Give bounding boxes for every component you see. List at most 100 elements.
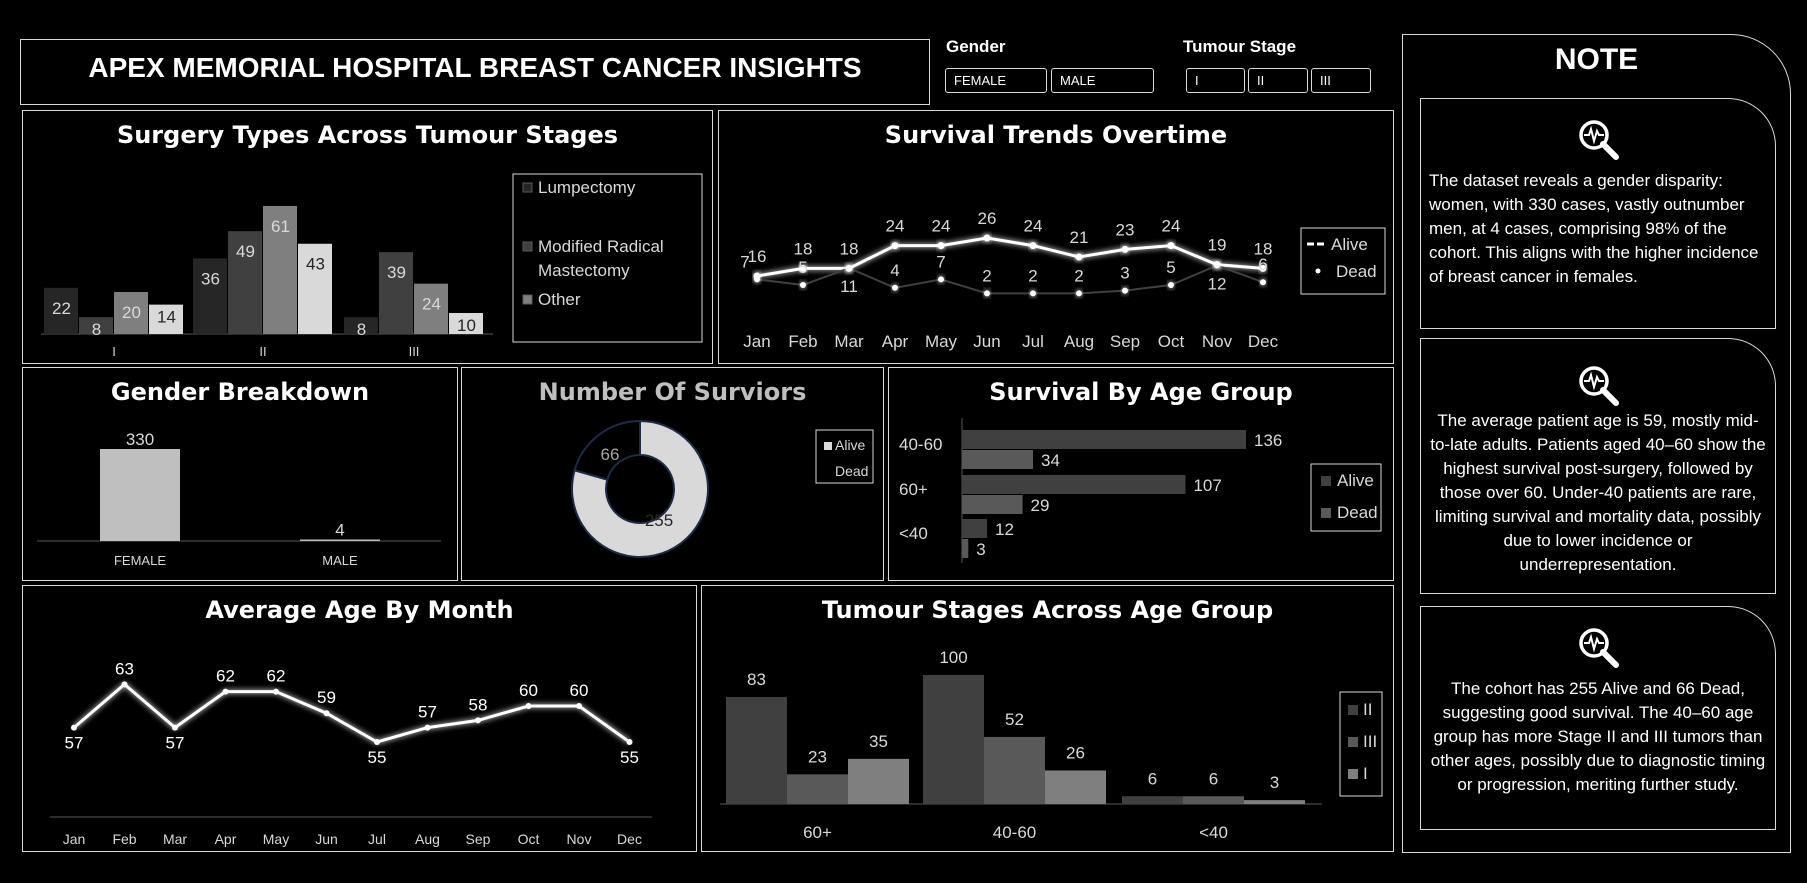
legend-swatch-other bbox=[522, 294, 533, 305]
legend-label-dead: Dead bbox=[1336, 262, 1377, 281]
point-nov bbox=[576, 703, 582, 709]
age-survival-panel: Survival By Age Group 40-60 136 34 60+ 107 29… bbox=[888, 367, 1394, 581]
bar-stage-iii-40 bbox=[1183, 796, 1244, 804]
point-jun bbox=[323, 710, 330, 717]
point-dead-jun bbox=[984, 290, 990, 297]
label-dead-may: 7 bbox=[936, 252, 945, 271]
tick-label-dec: Dec bbox=[617, 831, 642, 847]
legend-label-stage-iii: III bbox=[1363, 732, 1377, 751]
legend-swatch-dead bbox=[1321, 508, 1331, 518]
legend-box bbox=[512, 173, 703, 343]
point-dead-feb bbox=[800, 282, 806, 288]
legend-label-modified-radical-mastectomy: Modified Radical bbox=[538, 237, 664, 256]
legend-label-modified-radical-mastectomy-line2: Mastectomy bbox=[538, 261, 630, 280]
point-jan bbox=[71, 724, 77, 731]
tick-label-oct: Oct bbox=[1158, 332, 1185, 351]
note-text-3: The cohort has 255 Alive and 66 Dead, su… bbox=[1430, 679, 1766, 794]
slice-label-alive: 255 bbox=[645, 511, 673, 530]
legend-swatch-stage-i bbox=[1348, 769, 1358, 779]
label-dead-sep: 3 bbox=[1120, 264, 1129, 283]
data-label-may: 62 bbox=[267, 667, 286, 686]
tick-label-aug: Aug bbox=[1064, 332, 1094, 351]
point-sep bbox=[475, 717, 481, 724]
data-label-jun: 59 bbox=[317, 688, 336, 707]
tick-label-iii: III bbox=[409, 344, 420, 359]
data-label: 24 bbox=[422, 295, 441, 314]
note-text-1: The dataset reveals a gender disparity: … bbox=[1429, 171, 1759, 286]
label-alive-apr: 24 bbox=[886, 217, 905, 236]
bar-stage-ii-60 bbox=[726, 696, 787, 804]
stage-slicer-label: Tumour Stage bbox=[1183, 37, 1297, 56]
tick-label-dec: Dec bbox=[1248, 332, 1279, 351]
legend-label-stage-i: I bbox=[1363, 764, 1368, 783]
bar-dead-40 bbox=[962, 539, 969, 558]
surgery-chart-title: Surgery Types Across Tumour Stages bbox=[116, 121, 619, 149]
label-alive-aug: 21 bbox=[1070, 228, 1089, 247]
bar-series4-iii bbox=[449, 313, 483, 334]
tick-label-oct: Oct bbox=[518, 831, 540, 847]
data-label: 3 bbox=[976, 540, 985, 559]
point-apr bbox=[222, 688, 229, 695]
label-dead-nov: 12 bbox=[1208, 274, 1227, 293]
point-dead-dec bbox=[1260, 279, 1266, 286]
data-label: 6 bbox=[1148, 769, 1157, 788]
tick-label-apr: Apr bbox=[882, 332, 909, 351]
data-label: 12 bbox=[995, 520, 1014, 539]
gender-panel: Gender Breakdown 330 FEMALE 4 MALE bbox=[22, 367, 458, 581]
legend-label-stage-ii: II bbox=[1363, 700, 1372, 719]
data-label-jul: 55 bbox=[368, 748, 387, 767]
gender-option-male[interactable]: MALE bbox=[1051, 68, 1154, 93]
stage-age-title: Tumour Stages Across Age Group bbox=[821, 596, 1274, 624]
legend-box bbox=[1300, 227, 1386, 295]
bar-stage-i-40-60 bbox=[1045, 770, 1106, 804]
data-label: 8 bbox=[92, 320, 101, 339]
surgery-panel: Surgery Types Across Tumour Stages 22 8 20… bbox=[22, 110, 713, 364]
data-label: 20 bbox=[122, 303, 141, 322]
survival-trend-panel: Survival Trends Overtime 16 18 18 24 24 26 24 2… bbox=[718, 110, 1394, 364]
bar-modified-radical-mastectomy-i bbox=[79, 317, 113, 334]
tick-label-may: May bbox=[263, 831, 289, 847]
data-label: 39 bbox=[387, 263, 406, 282]
data-label: 107 bbox=[1193, 476, 1221, 495]
stage-option-iii[interactable]: III bbox=[1311, 68, 1371, 93]
data-label: 29 bbox=[1031, 496, 1050, 515]
note-panel: NOTE The dataset reveals a gender dispar… bbox=[1402, 34, 1791, 853]
bar-series4-i bbox=[149, 304, 183, 334]
data-label-nov: 60 bbox=[570, 681, 589, 700]
point-dead-sep bbox=[1122, 287, 1128, 294]
bar-lumpectomy-i bbox=[44, 287, 78, 334]
label-dead-jun: 2 bbox=[982, 266, 991, 285]
bar-dead-60 bbox=[962, 495, 1023, 514]
legend-box bbox=[1310, 463, 1382, 532]
label-alive-jul: 24 bbox=[1024, 217, 1043, 236]
gender-option-female[interactable]: FEMALE bbox=[945, 68, 1047, 93]
point-aug bbox=[424, 724, 431, 731]
data-label-oct: 60 bbox=[519, 681, 538, 700]
point-dead-jan bbox=[754, 276, 760, 283]
dashboard-title-box: APEX MEMORIAL HOSPITAL BREAST CANCER INS… bbox=[20, 39, 930, 105]
stage-option-i[interactable]: I bbox=[1186, 68, 1245, 93]
tick-label-aug: Aug bbox=[415, 831, 440, 847]
legend-box bbox=[1339, 691, 1383, 797]
label-alive-feb: 18 bbox=[794, 239, 813, 258]
label-alive-mar: 18 bbox=[840, 239, 859, 258]
data-label: 22 bbox=[52, 299, 71, 318]
data-label-aug: 57 bbox=[418, 703, 437, 722]
bar-female bbox=[100, 449, 180, 541]
survival-trend-title: Survival Trends Overtime bbox=[884, 121, 1228, 149]
bar-stage-i-40 bbox=[1244, 800, 1305, 804]
legend-swatch-modified-radical-mastectomy bbox=[522, 241, 533, 252]
legend-label-alive: Alive bbox=[1331, 235, 1368, 254]
bar-stage-iii-40-60 bbox=[984, 736, 1045, 804]
bar-stage-ii-40 bbox=[1122, 796, 1183, 804]
data-label: 100 bbox=[939, 648, 967, 667]
stage-option-ii[interactable]: II bbox=[1248, 68, 1308, 93]
slice-label-dead: 66 bbox=[601, 445, 620, 464]
tick-label-may: May bbox=[925, 332, 958, 351]
label-dead-dec: 6 bbox=[1258, 255, 1267, 274]
data-label-female: 330 bbox=[126, 430, 154, 449]
tick-label-jul: Jul bbox=[1022, 332, 1044, 351]
tick-label-female: FEMALE bbox=[114, 553, 166, 568]
